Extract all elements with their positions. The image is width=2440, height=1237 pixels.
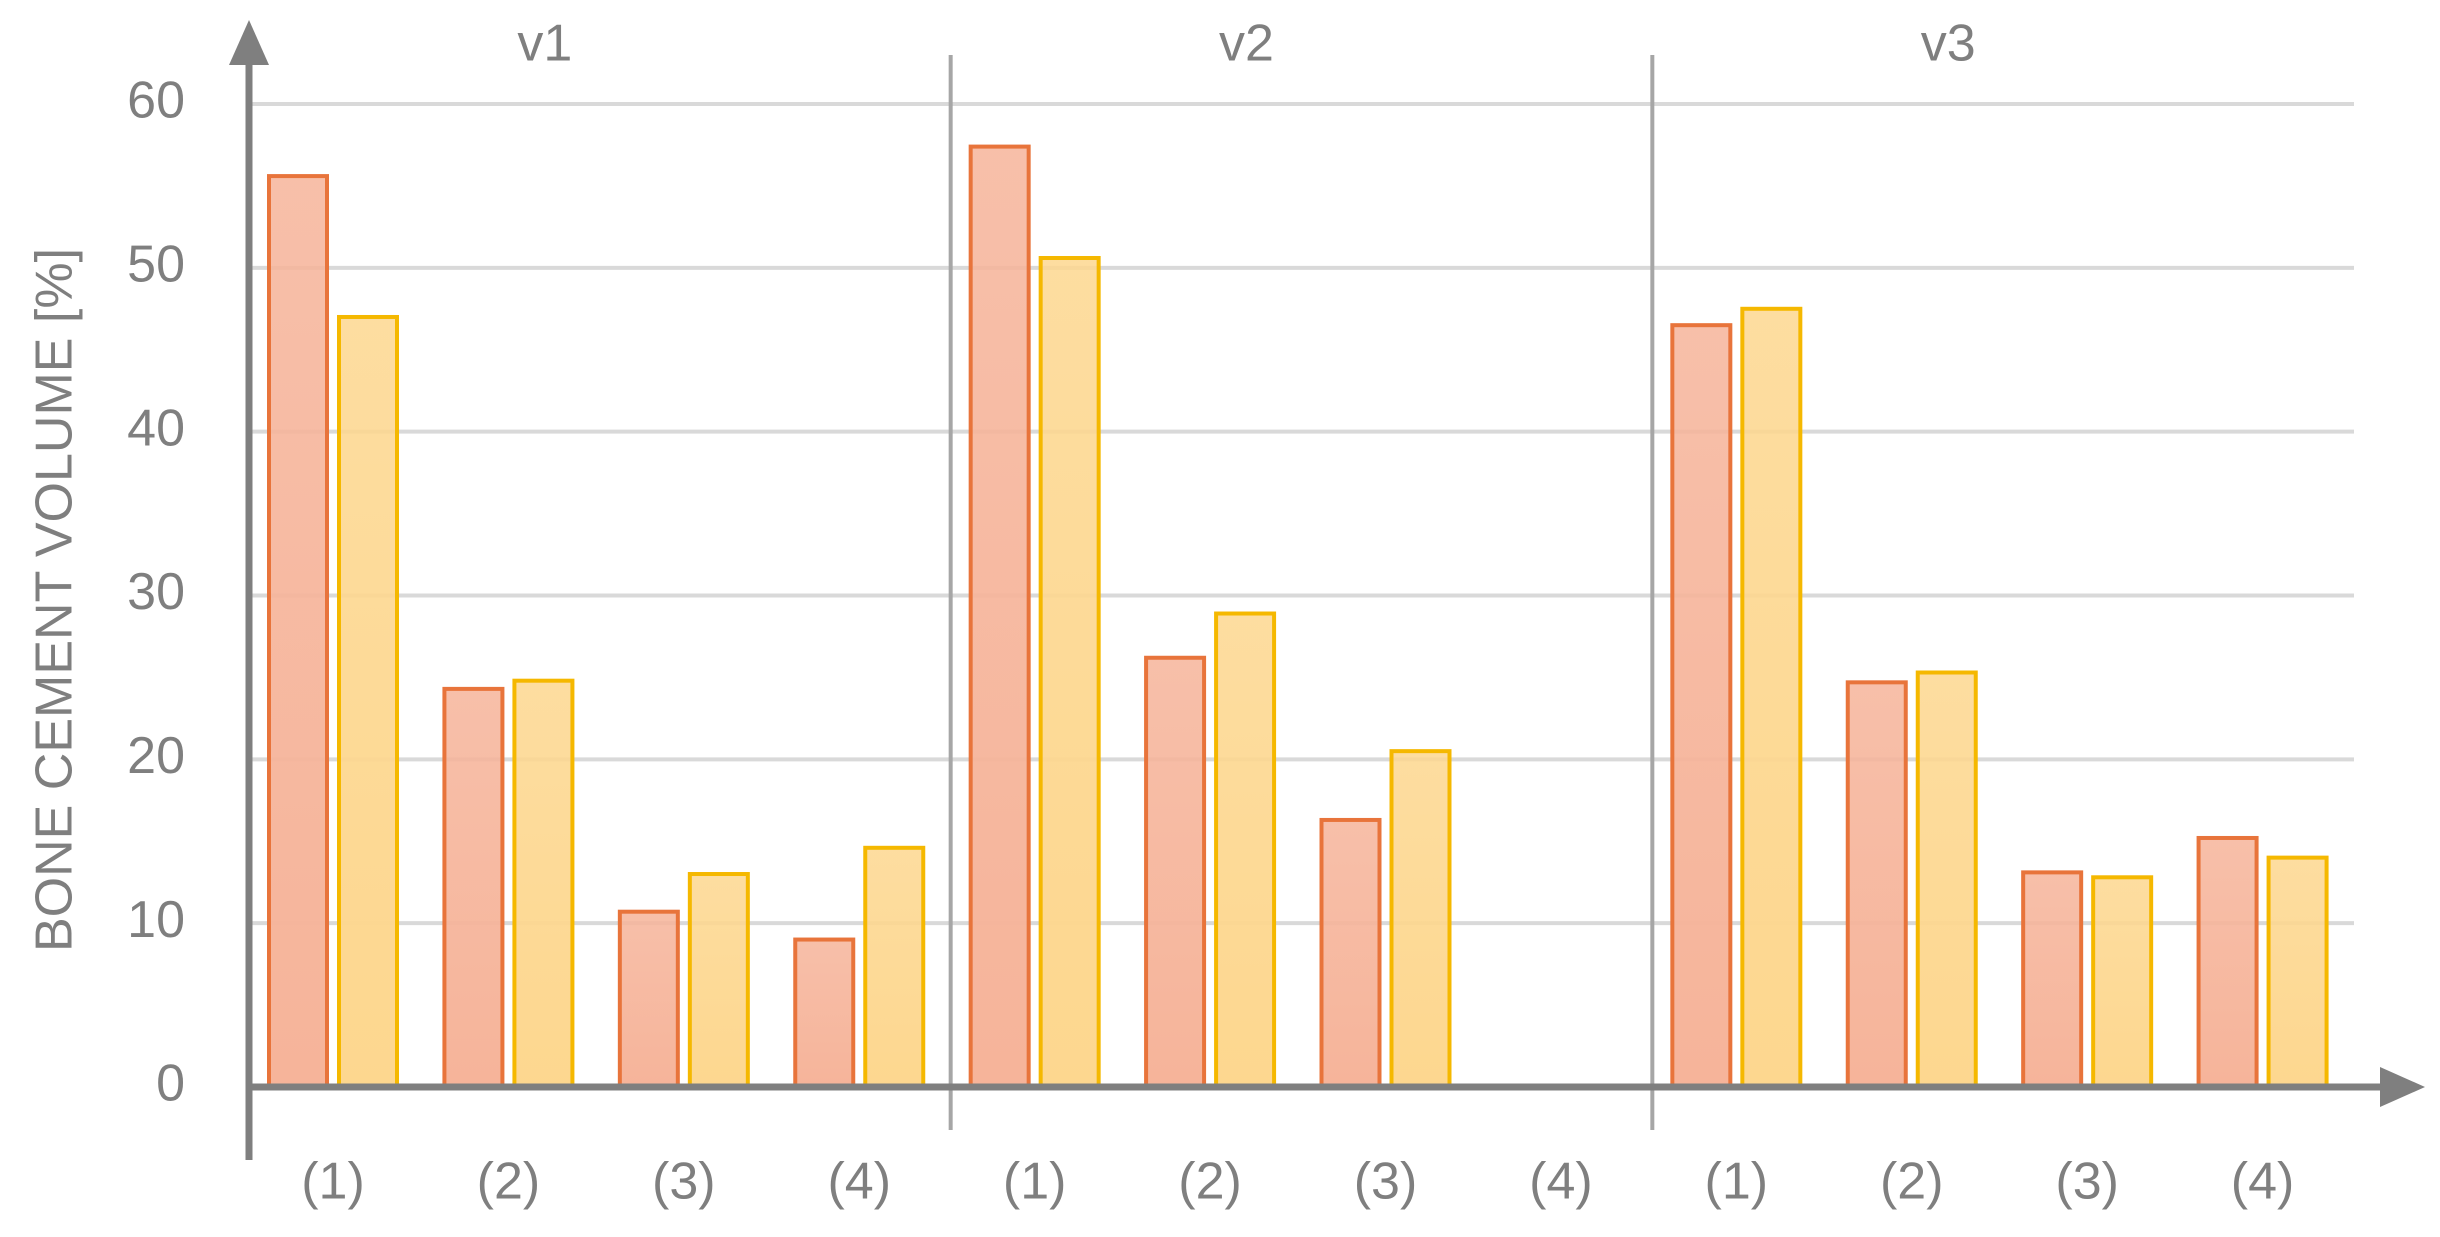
bar	[2266, 855, 2329, 1090]
y-tick-label: 60	[127, 72, 185, 130]
x-tick-label: (4)	[827, 1153, 891, 1211]
bar	[1389, 749, 1452, 1089]
bar	[793, 937, 856, 1089]
x-tick-label: (1)	[1003, 1153, 1067, 1211]
bar	[267, 174, 329, 1089]
bar	[1038, 256, 1101, 1089]
bar	[1740, 306, 1803, 1089]
bar	[2091, 875, 2154, 1089]
bar	[2021, 870, 2084, 1090]
y-tick-label: 30	[127, 563, 185, 621]
panel-title: v1	[517, 15, 572, 73]
bar	[1845, 680, 1908, 1089]
bar	[2196, 835, 2259, 1089]
bar	[687, 872, 750, 1089]
x-tick-label: (2)	[1880, 1153, 1944, 1211]
y-axis-title: BONE CEMENT VOLUME [%]	[26, 248, 84, 952]
y-tick-label: 10	[127, 891, 185, 949]
x-tick-label: (4)	[1529, 1153, 1593, 1211]
y-tick-label: 20	[127, 727, 185, 785]
panel-title: v2	[1219, 15, 1274, 73]
bar	[617, 909, 680, 1089]
bar	[863, 845, 926, 1090]
y-axis-arrow	[229, 20, 269, 65]
bar	[1144, 655, 1207, 1089]
x-tick-label: (2)	[1178, 1153, 1242, 1211]
x-axis-arrow	[2380, 1067, 2425, 1107]
y-tick-label: 0	[156, 1055, 185, 1113]
x-tick-label: (2)	[477, 1153, 541, 1211]
bar	[1915, 670, 1978, 1089]
x-tick-label: (3)	[2055, 1153, 2119, 1211]
bar	[968, 144, 1031, 1089]
x-tick-label: (3)	[1354, 1153, 1418, 1211]
panel-title: v3	[1921, 15, 1976, 73]
y-tick-label: 40	[127, 399, 185, 457]
bar	[1670, 323, 1733, 1089]
x-tick-label: (1)	[1705, 1153, 1769, 1211]
x-tick-label: (4)	[2231, 1153, 2295, 1211]
x-tick-label: (3)	[652, 1153, 716, 1211]
bar	[337, 314, 399, 1089]
y-tick-label: 50	[127, 236, 185, 294]
bar	[1214, 611, 1277, 1089]
bar	[1319, 817, 1382, 1089]
x-tick-label: (1)	[301, 1153, 365, 1211]
bar	[512, 678, 575, 1090]
bar	[442, 686, 505, 1089]
